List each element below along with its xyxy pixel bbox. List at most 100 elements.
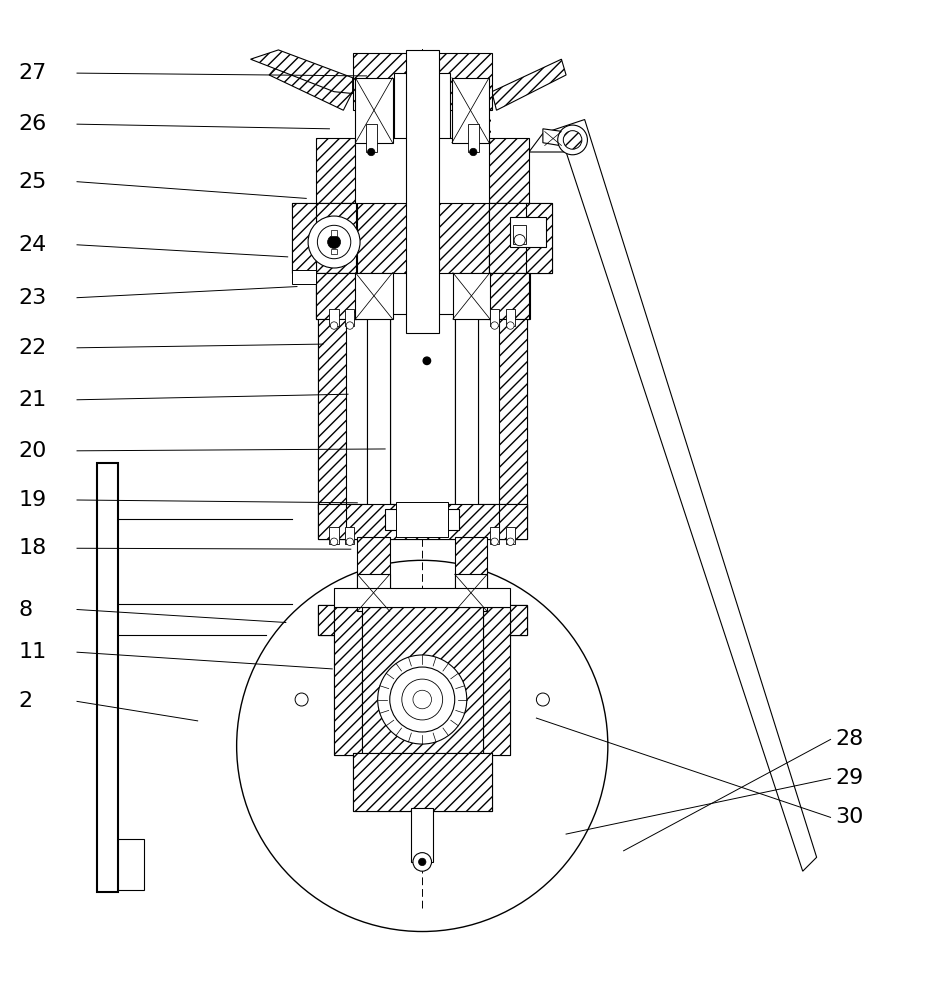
Circle shape	[413, 853, 431, 871]
Bar	[345, 309, 354, 326]
Circle shape	[346, 322, 353, 329]
Bar	[366, 314, 389, 509]
Bar	[489, 273, 529, 319]
Bar	[331, 249, 337, 254]
Bar	[454, 314, 477, 509]
Circle shape	[423, 357, 430, 365]
Polygon shape	[250, 50, 352, 94]
Bar	[292, 203, 357, 273]
Bar	[357, 537, 389, 630]
Circle shape	[327, 236, 340, 249]
Bar	[454, 574, 487, 611]
Bar	[318, 504, 346, 539]
Circle shape	[418, 858, 425, 866]
Circle shape	[536, 693, 549, 706]
Text: 11: 11	[19, 642, 46, 662]
Text: 2: 2	[19, 691, 32, 711]
Bar	[389, 314, 454, 509]
Text: 24: 24	[19, 235, 46, 255]
Text: 21: 21	[19, 390, 46, 410]
Circle shape	[506, 322, 514, 329]
Circle shape	[490, 322, 498, 329]
Bar	[315, 273, 356, 319]
Bar	[499, 504, 527, 539]
Bar	[489, 203, 529, 273]
Bar	[451, 78, 490, 143]
Circle shape	[367, 148, 375, 156]
Bar	[452, 273, 489, 319]
Bar	[467, 124, 478, 152]
Bar	[352, 753, 491, 811]
Text: 29: 29	[834, 768, 862, 788]
Circle shape	[308, 216, 360, 268]
Bar	[488, 605, 527, 635]
Bar	[334, 607, 362, 755]
Circle shape	[236, 560, 607, 932]
Bar	[355, 273, 392, 319]
Bar	[362, 607, 482, 755]
Bar	[499, 319, 527, 509]
Circle shape	[295, 693, 308, 706]
Bar	[513, 225, 526, 244]
Bar	[365, 124, 376, 152]
Bar	[292, 203, 315, 273]
Bar	[476, 319, 527, 509]
Bar	[366, 314, 389, 509]
Circle shape	[413, 690, 431, 709]
Bar	[318, 605, 357, 635]
Bar	[505, 309, 514, 326]
Bar	[318, 319, 346, 509]
Bar	[329, 309, 338, 326]
Bar	[334, 607, 362, 755]
Circle shape	[389, 667, 454, 732]
Bar	[355, 198, 489, 287]
Polygon shape	[542, 129, 563, 146]
Bar	[318, 605, 527, 635]
Bar	[318, 319, 369, 509]
Polygon shape	[528, 120, 816, 871]
Bar	[454, 314, 477, 509]
Bar	[489, 309, 499, 326]
Circle shape	[377, 655, 466, 744]
Text: 28: 28	[834, 729, 862, 749]
Bar	[385, 509, 459, 530]
Bar	[355, 138, 489, 203]
Circle shape	[317, 225, 350, 259]
Circle shape	[330, 538, 337, 545]
Text: 20: 20	[19, 441, 47, 461]
Bar	[505, 527, 514, 544]
Bar	[315, 138, 528, 203]
Bar	[405, 50, 438, 333]
Bar	[352, 753, 491, 811]
Text: 22: 22	[19, 338, 46, 358]
Polygon shape	[269, 59, 352, 110]
Bar	[526, 203, 552, 273]
Bar	[394, 73, 450, 147]
Circle shape	[514, 235, 525, 246]
Text: 18: 18	[19, 538, 46, 558]
Bar	[292, 270, 315, 284]
Bar	[510, 217, 545, 247]
Bar	[488, 273, 528, 319]
Circle shape	[469, 148, 476, 156]
Text: 25: 25	[19, 172, 47, 192]
Bar	[451, 78, 489, 143]
Bar	[345, 527, 354, 544]
Bar	[352, 53, 491, 110]
Bar	[454, 537, 487, 630]
Bar	[489, 203, 552, 273]
Circle shape	[490, 538, 498, 545]
Bar	[355, 78, 394, 143]
Circle shape	[401, 679, 442, 720]
Text: 27: 27	[19, 63, 46, 83]
Bar	[331, 230, 337, 236]
Bar	[329, 527, 338, 544]
Bar	[318, 605, 527, 635]
Text: 8: 8	[19, 600, 32, 620]
Bar	[482, 607, 510, 755]
Bar	[482, 607, 510, 755]
Text: 26: 26	[19, 114, 46, 134]
Bar	[315, 203, 356, 273]
Polygon shape	[491, 59, 565, 110]
Bar	[318, 504, 527, 539]
